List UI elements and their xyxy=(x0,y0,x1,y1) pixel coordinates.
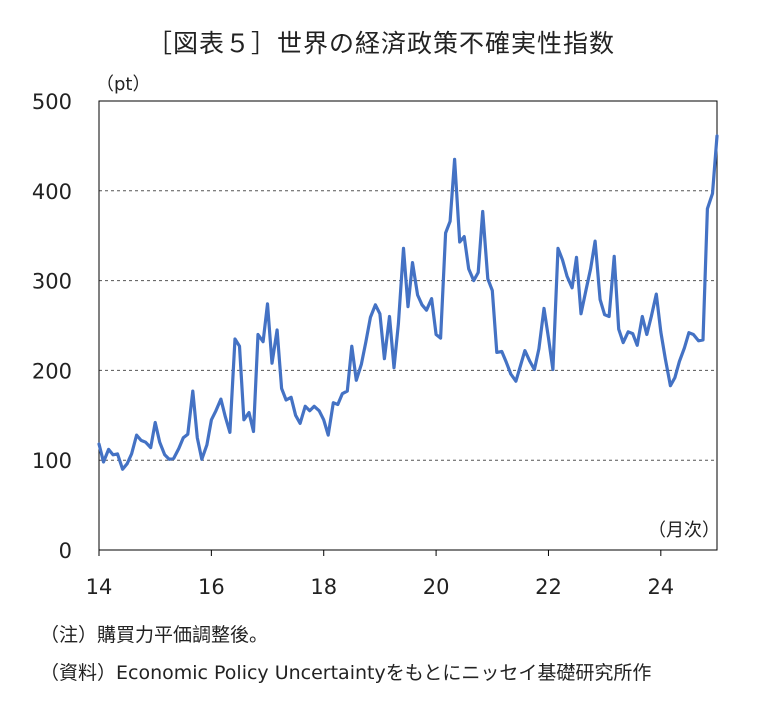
x-tick-label: 22 xyxy=(535,575,562,599)
x-tick-label: 24 xyxy=(647,575,674,599)
series-line-0 xyxy=(97,134,719,471)
x-tick-label: 18 xyxy=(310,575,337,599)
y-tick-label: 200 xyxy=(32,359,72,383)
x-tick-label: 14 xyxy=(86,575,113,599)
x-tick-label: 16 xyxy=(198,575,225,599)
axes xyxy=(98,100,718,556)
gridlines xyxy=(99,190,717,461)
y-tick-labels: 0 100 200 300 400 500 xyxy=(32,90,72,563)
x-axis-unit: （月次） xyxy=(648,520,720,541)
series-layer xyxy=(97,134,719,471)
chart-title: ［図表５］世界の経済政策不確実性指数 xyxy=(146,29,615,58)
x-tick-labels: 14 16 18 20 22 24 xyxy=(86,575,675,599)
y-tick-label: 500 xyxy=(32,90,72,114)
y-axis-unit: （pt） xyxy=(96,74,151,95)
footnote: （注）購買力平価調整後。 xyxy=(40,624,269,646)
y-tick-label: 100 xyxy=(32,449,72,473)
plot-frame xyxy=(98,100,718,551)
y-tick-label: 400 xyxy=(32,180,72,204)
x-tick-label: 20 xyxy=(423,575,450,599)
y-tick-label: 300 xyxy=(32,270,72,294)
y-tick-label: 0 xyxy=(59,539,72,563)
source-note: （資料）Economic Policy Uncertaintyをもとにニッセイ基… xyxy=(40,662,652,684)
